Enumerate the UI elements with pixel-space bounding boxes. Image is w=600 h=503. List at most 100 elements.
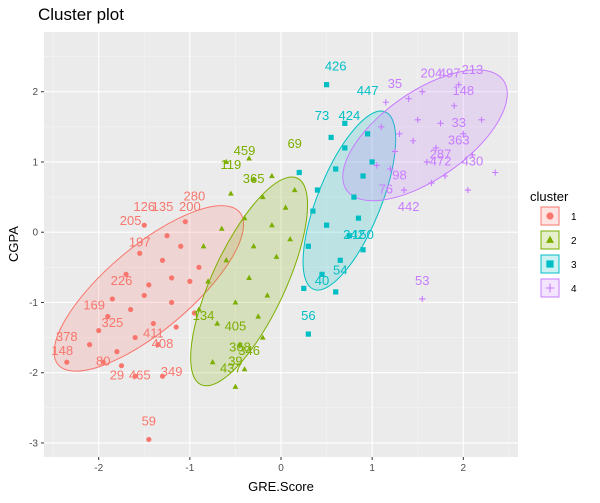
point-label: 472	[430, 153, 452, 168]
point-label: 148	[452, 83, 474, 98]
point-label: 134	[193, 308, 215, 323]
point-cluster-3	[301, 285, 307, 292]
x-tick-label: 1	[369, 463, 375, 474]
point-cluster-1	[146, 436, 152, 443]
cluster-ellipse-2	[190, 176, 309, 387]
x-tick-label: -2	[94, 463, 103, 474]
point-cluster-2	[223, 257, 230, 263]
cluster-ellipse-4	[342, 69, 508, 202]
point-cluster-1	[173, 324, 179, 330]
point-cluster-4	[464, 186, 471, 194]
point-cluster-2	[259, 334, 266, 340]
point-cluster-4	[387, 165, 394, 173]
point-cluster-2	[232, 299, 239, 305]
data-points	[64, 81, 499, 443]
point-cluster-4	[396, 130, 403, 137]
point-label: 497	[439, 66, 461, 81]
point-cluster-3	[346, 233, 352, 239]
cluster-ellipse-1	[53, 205, 245, 372]
point-cluster-1	[137, 250, 143, 256]
point-label: 346	[238, 343, 260, 358]
point-label: 204	[421, 66, 443, 81]
point-label: 200	[179, 199, 201, 214]
point-label: 56	[301, 308, 315, 323]
point-label: 426	[325, 59, 347, 74]
legend-title: cluster	[530, 189, 569, 204]
point-label: 442	[398, 199, 420, 214]
point-cluster-1	[191, 310, 198, 316]
point-cluster-2	[241, 366, 248, 372]
axes: -2 -1 0 1 2 -3 -2 -1 0 1 2	[29, 87, 466, 474]
point-label: 280	[184, 189, 206, 204]
point-label: 213	[462, 62, 484, 77]
point-cluster-3	[323, 222, 330, 228]
legend-label-2: 2	[571, 236, 577, 247]
point-cluster-1	[141, 292, 147, 299]
point-label: 349	[161, 364, 183, 379]
y-tick-label: 2	[32, 87, 38, 98]
point-label: 365	[243, 171, 265, 186]
point-cluster-3	[342, 120, 348, 126]
point-cluster-1	[141, 222, 147, 228]
point-label: 150	[352, 227, 374, 242]
point-cluster-4	[492, 169, 499, 176]
point-cluster-2	[218, 225, 225, 231]
point-cluster-3	[337, 257, 343, 263]
point-cluster-1	[100, 359, 106, 365]
point-cluster-2	[259, 193, 266, 200]
point-cluster-3	[310, 208, 316, 214]
point-cluster-4	[400, 186, 408, 194]
point-label: 126	[133, 199, 155, 214]
point-label: 29	[110, 368, 124, 383]
y-tick-label: 1	[32, 157, 38, 168]
point-cluster-2	[287, 236, 293, 242]
point-cluster-2	[228, 190, 234, 196]
point-cluster-2	[209, 359, 216, 365]
point-cluster-1	[164, 233, 170, 239]
point-cluster-2	[246, 155, 252, 161]
point-cluster-2	[250, 176, 257, 182]
point-cluster-4	[419, 295, 426, 303]
point-label: 33	[452, 115, 466, 130]
point-label: 69	[287, 136, 301, 151]
x-tick-label: 2	[461, 463, 467, 474]
point-cluster-3	[351, 194, 357, 200]
point-cluster-2	[291, 186, 298, 193]
point-cluster-1	[187, 278, 193, 284]
point-cluster-3	[355, 215, 362, 221]
point-label: 80	[96, 354, 110, 369]
point-label: 119	[220, 157, 241, 172]
point-cluster-4	[419, 88, 426, 95]
cluster-ellipses	[53, 69, 508, 387]
point-cluster-2	[237, 341, 243, 347]
point-label: 408	[152, 336, 174, 351]
point-cluster-1	[169, 299, 175, 306]
point-cluster-4	[441, 172, 449, 180]
point-label: 40	[315, 273, 329, 288]
point-cluster-1	[64, 359, 70, 365]
point-cluster-2	[200, 243, 207, 249]
point-cluster-1	[146, 282, 152, 288]
point-cluster-1	[86, 342, 93, 348]
chart-title: Cluster plot	[38, 5, 124, 24]
point-cluster-4	[373, 162, 380, 169]
point-cluster-2	[269, 172, 275, 179]
legend-marker-3	[546, 260, 554, 268]
point-label: 226	[111, 273, 133, 288]
legend-label-1: 1	[571, 212, 577, 223]
point-cluster-3	[364, 131, 371, 137]
point-cluster-1	[178, 243, 184, 249]
y-tick-label: -3	[29, 438, 38, 449]
point-cluster-1	[150, 320, 156, 327]
legend: cluster 1 2 3 4	[530, 189, 577, 298]
point-cluster-1	[109, 296, 115, 302]
point-cluster-3	[328, 134, 334, 140]
x-tick-label: -1	[185, 463, 194, 474]
point-cluster-3	[369, 159, 375, 165]
point-cluster-2	[250, 243, 257, 249]
point-cluster-1	[196, 264, 202, 270]
point-cluster-1	[132, 373, 138, 379]
point-cluster-3	[360, 173, 366, 179]
point-label: 73	[315, 108, 329, 123]
point-label: 54	[333, 262, 347, 277]
